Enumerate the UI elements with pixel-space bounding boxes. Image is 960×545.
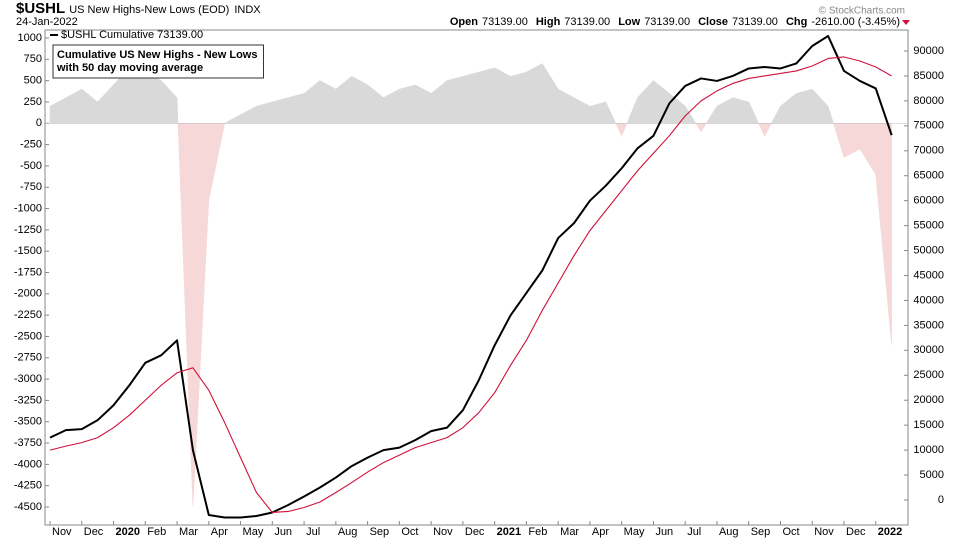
y-tick-label: -3000 [14, 373, 42, 385]
change-arrow [902, 20, 910, 25]
y-tick-label: -3750 [14, 437, 42, 449]
x-tick-label: Mar [179, 526, 198, 538]
y2-tick-label: 60000 [913, 195, 944, 207]
series-line [49, 56, 892, 514]
x-tick-label: Feb [147, 526, 166, 538]
y-tick-label: -4250 [14, 480, 42, 492]
x-tick-label: Dec [84, 526, 104, 538]
x-tick-label: Mar [560, 526, 579, 538]
y2-tick-label: 45000 [913, 269, 944, 281]
x-tick-label: Jul [687, 526, 701, 538]
annotation-box [52, 44, 264, 79]
y-tick-label: -2500 [14, 330, 42, 342]
net-area [49, 63, 892, 508]
y-tick-label: -250 [20, 139, 42, 151]
y-tick-label: 500 [24, 75, 42, 87]
y-tick-label: -4000 [14, 458, 42, 470]
chart-title: $USHL [16, 0, 65, 17]
y2-tick-label: 80000 [913, 95, 944, 107]
plot-frame [44, 29, 909, 526]
x-tick-label: Feb [528, 526, 547, 538]
y-tick-label: -2250 [14, 309, 42, 321]
x-tick-label: Dec [465, 526, 485, 538]
quote-label: Low [618, 16, 640, 28]
annotation-text: with 50 day moving average [56, 62, 203, 74]
x-tick-label: Oct [401, 526, 418, 538]
x-tick-label: May [624, 526, 645, 538]
y-tick-label: -1250 [14, 224, 42, 236]
y2-tick-label: 90000 [913, 45, 944, 57]
x-tick-label: Apr [592, 526, 609, 538]
x-tick-label: Jun [655, 526, 673, 538]
y2-tick-label: 85000 [913, 70, 944, 82]
quote-label: High [536, 16, 561, 28]
quote-label: Close [698, 16, 728, 28]
y-tick-label: -3500 [14, 416, 42, 428]
quote-value: 73139.00 [482, 16, 528, 28]
quote: Open 73139.00 High 73139.00 Low 73139.00 Close… [450, 16, 900, 28]
y-tick-label: -1500 [14, 245, 42, 257]
x-tick-label: May [243, 526, 264, 538]
x-tick-label: 2022 [878, 526, 902, 538]
chart-subtitle: US New Highs-New Lows (EOD) [69, 4, 229, 16]
y2-tick-label: 35000 [913, 319, 944, 331]
y2-tick-label: 55000 [913, 220, 944, 232]
y-tick-label: -2750 [14, 352, 42, 364]
quote-value: 73139.00 [564, 16, 610, 28]
x-tick-label: Aug [338, 526, 358, 538]
y2-tick-label: 40000 [913, 294, 944, 306]
y-tick-label: -750 [20, 181, 42, 193]
quote-label: Chg [786, 16, 807, 28]
y-tick-label: -3250 [14, 394, 42, 406]
y-tick-label: -500 [20, 160, 42, 172]
y2-tick-label: 75000 [913, 120, 944, 132]
x-tick-label: Apr [211, 526, 228, 538]
x-tick-label: Nov [814, 526, 834, 538]
x-tick-label: Dec [846, 526, 866, 538]
x-tick-label: Nov [52, 526, 72, 538]
y-tick-label: -1750 [14, 266, 42, 278]
y2-tick-label: 0 [938, 494, 944, 506]
y2-tick-label: 65000 [913, 170, 944, 182]
date: 24-Jan-2022 [16, 16, 78, 28]
y2-tick-label: 50000 [913, 244, 944, 256]
y2-tick-label: 5000 [920, 469, 944, 481]
x-tick-label: Sep [751, 526, 771, 538]
quote-value: -2610.00 (-3.45%) [811, 16, 900, 28]
y2-tick-label: 20000 [913, 394, 944, 406]
y2-tick-label: 15000 [913, 419, 944, 431]
y-tick-label: -1000 [14, 202, 42, 214]
exchange: INDX [234, 4, 261, 16]
y-tick-label: 0 [36, 117, 42, 129]
y2-tick-label: 70000 [913, 145, 944, 157]
x-tick-label: Jul [306, 526, 320, 538]
annotation-text: Cumulative US New Highs - New Lows [57, 49, 257, 61]
legend-label: $USHL Cumulative 73139.00 [61, 29, 203, 41]
x-tick-label: Oct [782, 526, 799, 538]
y-tick-label: 1000 [18, 32, 42, 44]
y2-tick-label: 25000 [913, 369, 944, 381]
watermark: © StockCharts.com [819, 6, 905, 17]
quote-value: 73139.00 [732, 16, 778, 28]
x-tick-label: 2021 [497, 526, 521, 538]
y2-tick-label: 30000 [913, 344, 944, 356]
quote-value: 73139.00 [644, 16, 690, 28]
y-tick-label: -2000 [14, 288, 42, 300]
x-tick-label: Aug [719, 526, 739, 538]
y-tick-label: 250 [24, 96, 42, 108]
y-tick-label: -4500 [14, 501, 42, 513]
x-tick-label: 2020 [116, 526, 140, 538]
x-tick-label: Sep [370, 526, 390, 538]
quote-label: Open [450, 16, 478, 28]
y2-tick-label: 10000 [913, 444, 944, 456]
y-tick-label: 750 [24, 53, 42, 65]
x-tick-label: Nov [433, 526, 453, 538]
series-line [49, 35, 893, 519]
x-tick-label: Jun [274, 526, 292, 538]
